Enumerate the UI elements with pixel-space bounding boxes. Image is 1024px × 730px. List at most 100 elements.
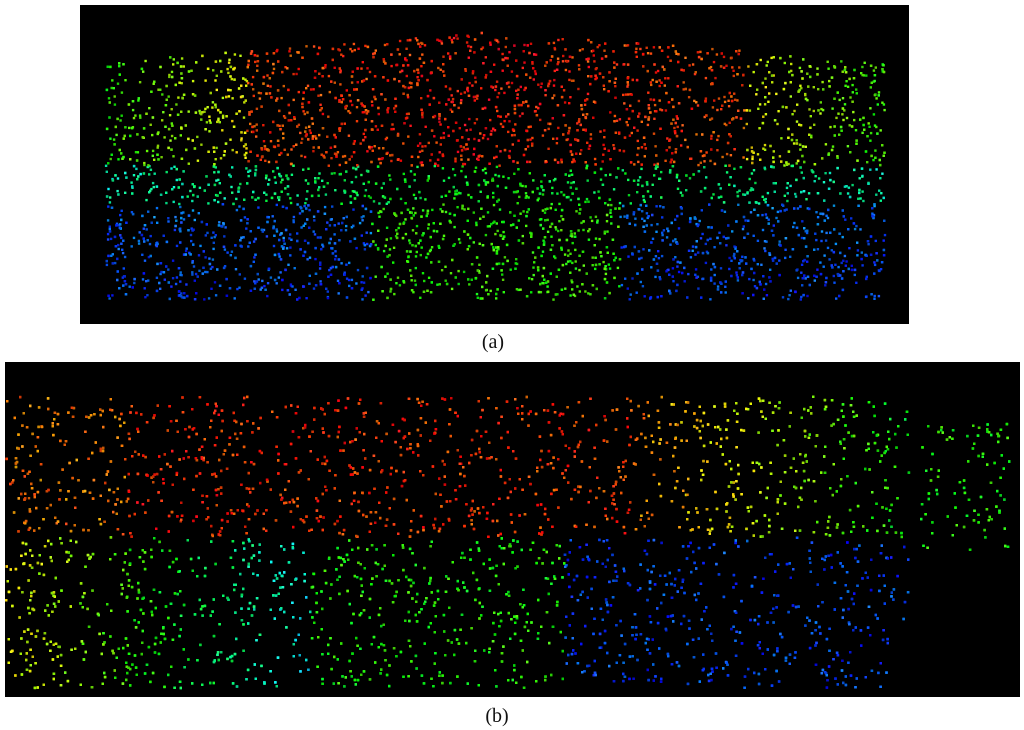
point xyxy=(222,266,226,270)
point xyxy=(683,280,686,283)
point xyxy=(227,88,230,92)
point xyxy=(108,116,111,119)
point xyxy=(491,267,495,270)
point xyxy=(816,67,819,70)
point xyxy=(810,136,813,139)
point xyxy=(784,81,787,85)
point xyxy=(466,233,470,236)
point xyxy=(672,105,675,109)
point xyxy=(467,94,471,97)
point xyxy=(352,224,355,228)
point xyxy=(861,131,864,134)
point xyxy=(353,237,357,240)
point xyxy=(403,122,406,125)
point xyxy=(553,69,556,73)
point xyxy=(497,198,500,202)
point xyxy=(777,220,780,223)
point xyxy=(629,293,632,296)
point xyxy=(109,237,113,241)
point xyxy=(165,98,168,101)
point xyxy=(238,286,241,289)
point xyxy=(738,267,741,270)
point xyxy=(643,219,646,223)
point xyxy=(655,164,658,167)
point xyxy=(344,107,347,110)
point xyxy=(254,237,257,241)
point xyxy=(193,147,197,150)
point xyxy=(785,208,788,211)
point xyxy=(159,272,162,276)
point xyxy=(196,275,199,278)
point xyxy=(529,125,532,128)
point xyxy=(768,253,772,256)
point xyxy=(122,155,125,159)
point xyxy=(521,184,524,188)
point xyxy=(831,145,835,148)
point xyxy=(609,111,612,114)
point xyxy=(314,257,317,261)
point xyxy=(799,148,802,151)
point xyxy=(111,253,114,256)
point xyxy=(822,265,825,268)
point xyxy=(243,101,246,104)
point xyxy=(255,107,259,110)
point xyxy=(180,157,184,160)
point xyxy=(480,31,483,35)
point xyxy=(879,199,882,202)
point xyxy=(364,44,367,48)
point xyxy=(361,219,364,222)
point xyxy=(381,195,385,198)
point xyxy=(287,177,290,181)
point xyxy=(726,141,730,145)
point xyxy=(816,268,819,271)
point xyxy=(800,70,803,73)
point xyxy=(277,60,280,63)
point xyxy=(796,268,799,271)
point xyxy=(503,235,506,238)
point xyxy=(183,296,186,299)
point xyxy=(220,224,223,228)
point xyxy=(569,198,573,202)
point xyxy=(603,277,607,281)
point xyxy=(568,78,571,82)
point xyxy=(495,222,498,225)
point xyxy=(236,287,239,291)
point xyxy=(254,168,258,172)
point xyxy=(873,79,876,83)
point xyxy=(273,145,277,149)
point xyxy=(118,73,121,76)
point xyxy=(480,87,483,90)
point xyxy=(648,249,651,252)
point xyxy=(665,270,668,273)
point xyxy=(569,230,573,233)
point xyxy=(362,79,366,82)
point xyxy=(345,170,348,173)
point xyxy=(507,85,511,89)
point xyxy=(653,117,656,120)
point xyxy=(593,171,597,174)
point xyxy=(553,48,557,51)
point xyxy=(626,81,629,84)
point xyxy=(368,70,372,74)
point xyxy=(393,292,396,296)
point xyxy=(725,237,728,240)
point xyxy=(260,147,263,150)
point xyxy=(117,247,120,251)
point xyxy=(660,109,664,112)
point xyxy=(175,276,179,279)
point xyxy=(170,108,173,111)
point xyxy=(674,238,677,241)
point xyxy=(560,248,563,251)
point xyxy=(508,120,511,123)
point xyxy=(594,256,597,259)
point xyxy=(785,163,789,166)
point xyxy=(430,246,434,249)
point xyxy=(821,80,824,84)
point xyxy=(506,57,509,60)
point xyxy=(288,293,291,296)
point xyxy=(303,112,306,116)
point xyxy=(523,88,526,92)
point xyxy=(190,227,193,230)
point xyxy=(862,123,865,127)
point xyxy=(217,117,220,120)
